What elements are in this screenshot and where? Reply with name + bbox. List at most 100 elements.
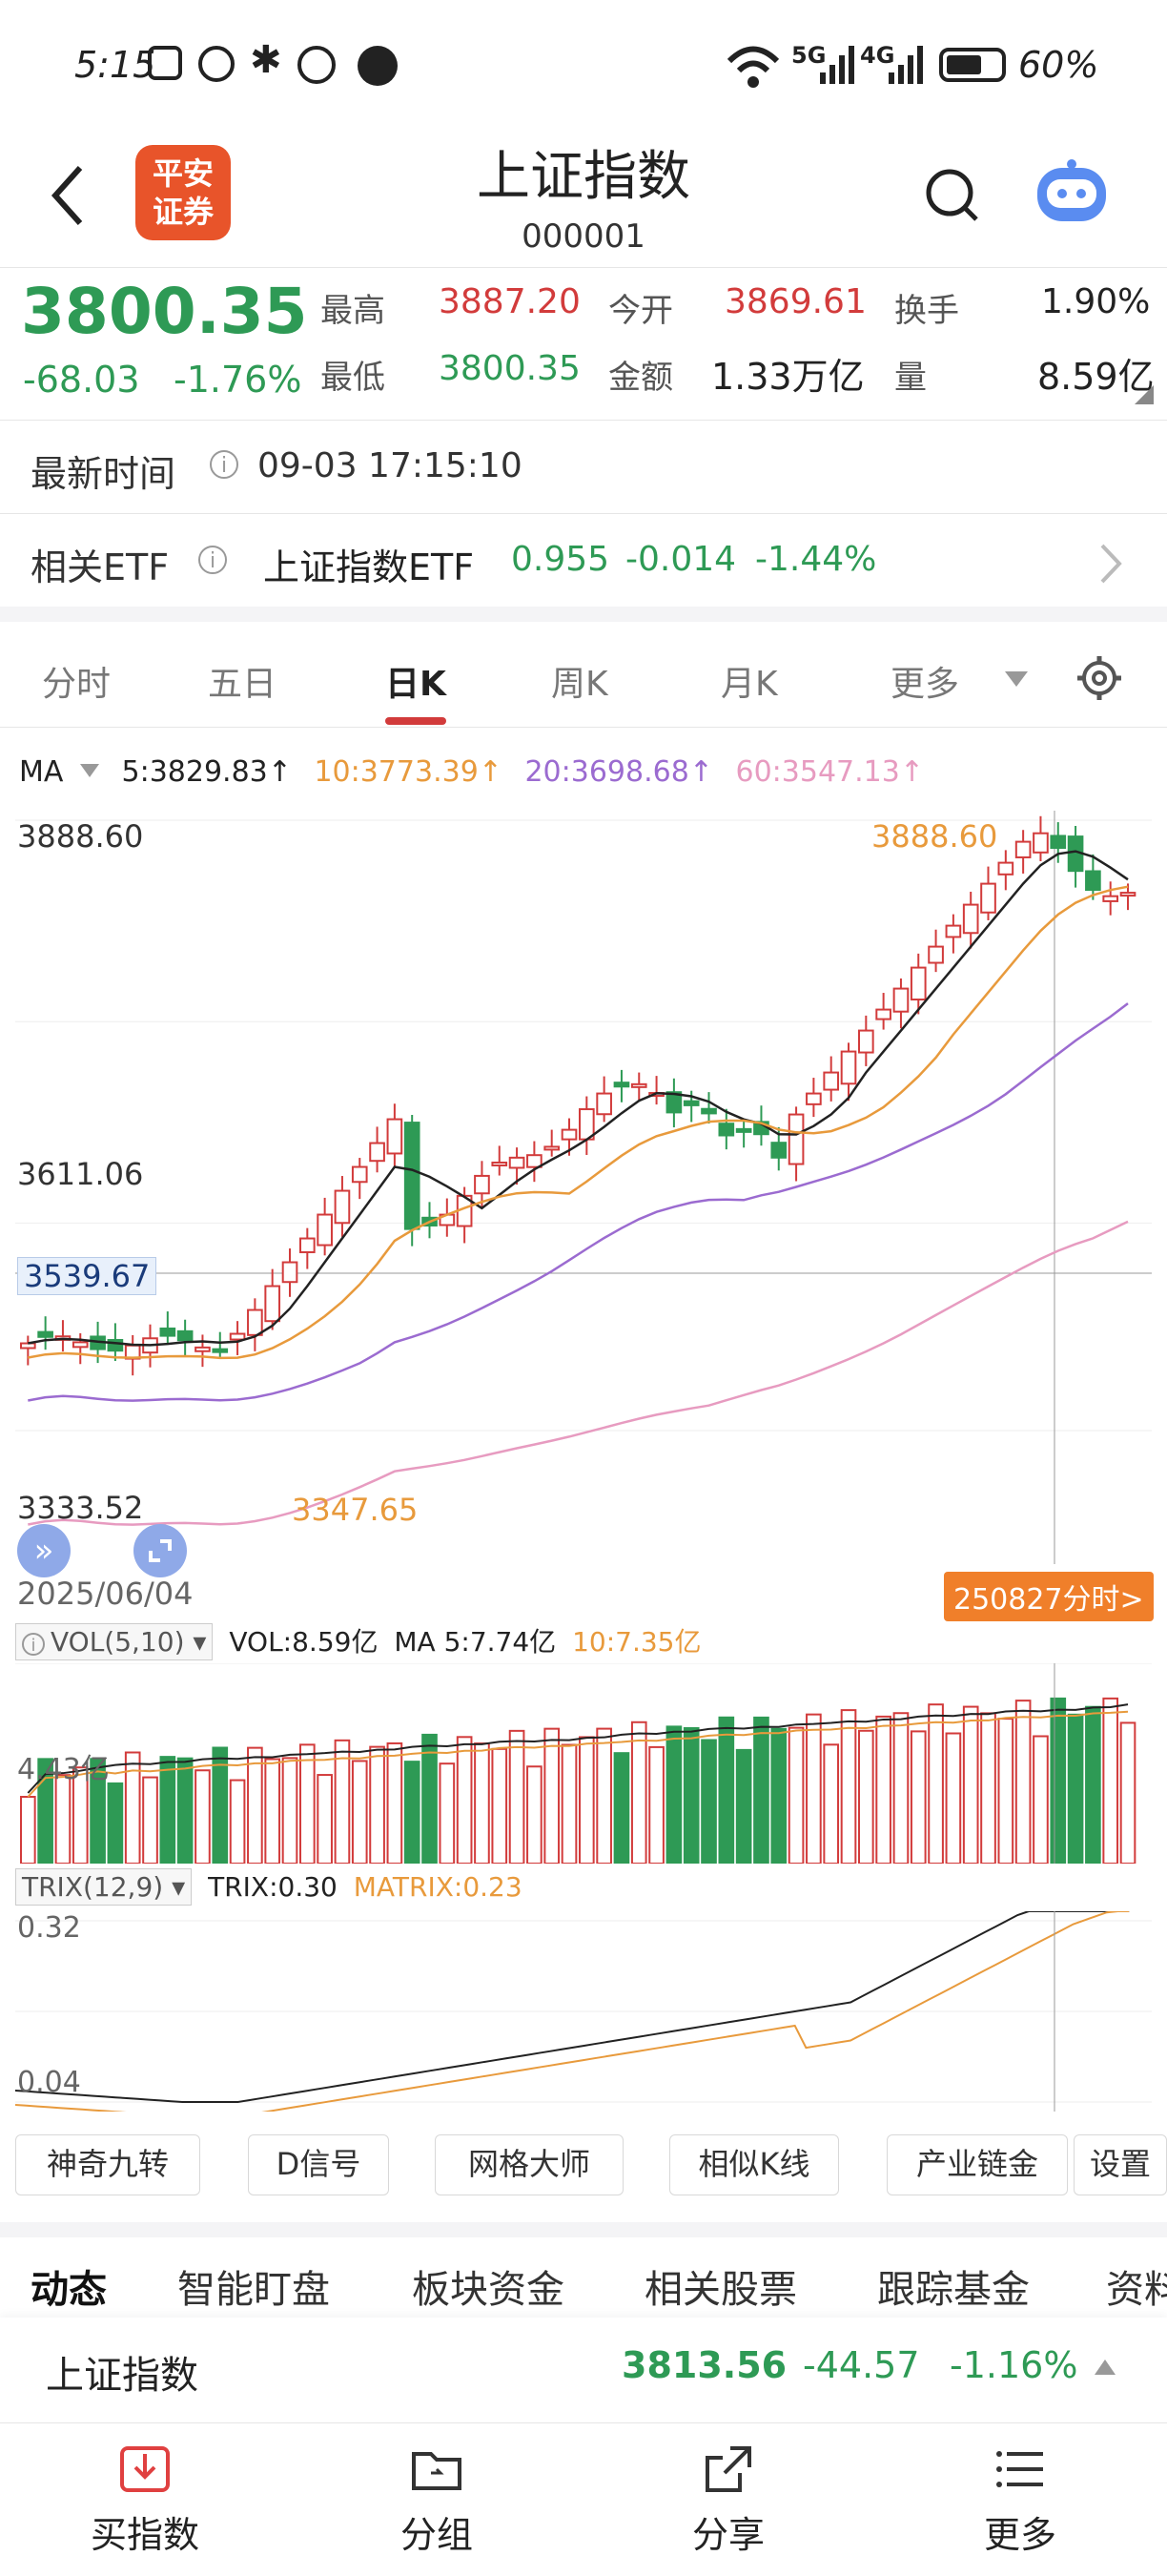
ma20-value: 20:3698.68↑ — [524, 755, 713, 789]
tab-more[interactable]: 更多 — [891, 665, 960, 704]
ma-dropdown-icon[interactable] — [79, 764, 99, 777]
tab-daily-k[interactable]: 日K — [385, 665, 446, 704]
volume-bar — [928, 1703, 944, 1864]
nav-buy-index[interactable]: 买指数 — [50, 2442, 240, 2558]
fullscreen-icon[interactable] — [133, 1524, 187, 1577]
ma-label[interactable]: MA — [19, 755, 64, 789]
volume-bar — [281, 1757, 298, 1864]
section-tab-tracking-funds[interactable]: 跟踪基金 — [877, 2268, 1030, 2312]
volume-bar — [456, 1736, 473, 1864]
tool-grid-master[interactable]: 网格大师 — [435, 2134, 624, 2195]
candle-body — [945, 924, 962, 938]
tool-similar-k[interactable]: 相似K线 — [669, 2134, 839, 2195]
candle-body — [613, 1082, 630, 1088]
candle-body — [299, 1237, 316, 1253]
app-header: 平安 证券 上证指数 000001 — [0, 134, 1167, 267]
expand-corner-icon[interactable] — [1135, 385, 1154, 404]
update-label: 最新时间 — [31, 453, 176, 495]
trix-indicator-selector[interactable]: TRIX(12,9) ▾ — [15, 1868, 193, 1906]
info-icon[interactable]: i — [210, 450, 238, 479]
nav-more[interactable]: 更多 — [925, 2442, 1116, 2558]
ma60-line — [28, 1220, 1129, 1526]
candle-body — [37, 1330, 53, 1338]
tab-weekly-k[interactable]: 周K — [551, 665, 608, 704]
ma5-line — [28, 850, 1129, 1347]
section-tab-sector-fund[interactable]: 板块资金 — [412, 2268, 564, 2312]
ma20-line — [28, 1002, 1129, 1402]
bluetooth-icon: ✱ — [250, 38, 282, 82]
ticker-price: 3813.56 — [622, 2344, 788, 2386]
vol-info-icon[interactable]: i — [22, 1633, 45, 1656]
candle-body — [317, 1213, 333, 1247]
volume-bar — [124, 1751, 141, 1864]
volume-bar — [176, 1757, 194, 1864]
section-tab-related-stocks[interactable]: 相关股票 — [645, 2268, 797, 2312]
nav-share[interactable]: 分享 — [633, 2442, 824, 2558]
nfc-icon — [148, 46, 182, 80]
etf-row[interactable]: 相关ETF i 上证指数ETF 0.955 -0.014 -1.44% — [0, 515, 1167, 607]
low-label: 最低 — [320, 359, 385, 397]
expand-up-icon[interactable] — [1095, 2360, 1116, 2375]
section-tab-profile[interactable]: 资料 — [1106, 2268, 1167, 2312]
volume-bar — [788, 1726, 805, 1864]
candle-body — [980, 882, 996, 914]
assistant-robot-icon[interactable] — [1032, 155, 1112, 231]
volume-bar — [386, 1741, 403, 1864]
settings-gear-icon[interactable] — [1075, 654, 1123, 702]
tool-industry-chain[interactable]: 产业链金 — [887, 2134, 1068, 2195]
dropdown-arrow-icon[interactable] — [1005, 671, 1028, 689]
candle-body — [735, 1127, 752, 1133]
volume-bar — [264, 1758, 281, 1864]
price-axis-low: 3333.52 — [17, 1490, 144, 1526]
volume-bar — [561, 1743, 578, 1864]
period-tabs: 分时 五日 日K 周K 月K 更多 — [0, 622, 1167, 727]
candle-body — [212, 1348, 229, 1353]
trix-chart[interactable] — [15, 1911, 1152, 2112]
trix-label: TRIX(12,9) — [22, 1871, 164, 1903]
volume-bar — [596, 1727, 612, 1864]
vol-indicator-selector[interactable]: i VOL(5,10) ▾ — [15, 1623, 214, 1660]
volume-bar — [421, 1733, 438, 1864]
back-icon[interactable] — [48, 162, 86, 229]
candle-body — [1119, 892, 1136, 897]
amount-value: 1.33万亿 — [711, 356, 865, 398]
tool-nine-turn[interactable]: 神奇九转 — [15, 2134, 200, 2195]
candle-body — [159, 1327, 176, 1337]
volume-bar — [194, 1769, 211, 1864]
tool-d-signal[interactable]: D信号 — [248, 2134, 389, 2195]
section-tab-smart-watch[interactable]: 智能盯盘 — [177, 2268, 330, 2312]
hotspot-icon — [297, 46, 336, 84]
ticker-pct: -1.16% — [950, 2344, 1078, 2386]
index-ticker[interactable]: 上证指数 3813.56 -44.57 -1.16% — [0, 2318, 1167, 2422]
scroll-back-icon[interactable]: » — [17, 1524, 71, 1577]
tool-settings[interactable]: 设置 — [1074, 2134, 1167, 2195]
vol-ma5-line — [27, 1703, 1129, 1794]
etf-info-icon[interactable]: i — [198, 546, 227, 574]
volume-bar — [1033, 1735, 1049, 1864]
candle-body — [1033, 832, 1049, 854]
status-bar: 5:15 ✱ 5G 4G 60% — [0, 0, 1167, 134]
ticker-change: -44.57 — [803, 2344, 920, 2386]
candle-body — [474, 1174, 490, 1195]
candle-body — [20, 1342, 36, 1350]
volume-bar — [20, 1796, 36, 1864]
nav-group[interactable]: 分组 — [341, 2442, 532, 2558]
search-icon[interactable] — [923, 162, 980, 229]
vol-label: VOL(5,10) — [51, 1626, 185, 1658]
vol-ma10: 10:7.35亿 — [572, 1626, 702, 1658]
volume-bar — [1085, 1705, 1101, 1864]
etf-price: 0.955 — [511, 540, 610, 579]
signal-4g-label: 4G — [860, 42, 895, 69]
candle-body — [788, 1113, 805, 1165]
candlestick-chart[interactable] — [15, 811, 1152, 1564]
section-tab-news[interactable]: 动态 — [31, 2268, 107, 2312]
tab-five-day[interactable]: 五日 — [208, 665, 277, 704]
intraday-button[interactable]: 250827分时> — [944, 1572, 1154, 1621]
candle-body — [491, 1161, 508, 1166]
volume-chart[interactable] — [15, 1663, 1152, 1864]
volume-bar — [72, 1766, 89, 1864]
candle-body — [665, 1091, 683, 1114]
tab-monthly-k[interactable]: 月K — [721, 665, 778, 704]
tab-intraday[interactable]: 分时 — [42, 665, 112, 704]
volume-value: 8.59亿 — [1037, 356, 1155, 398]
